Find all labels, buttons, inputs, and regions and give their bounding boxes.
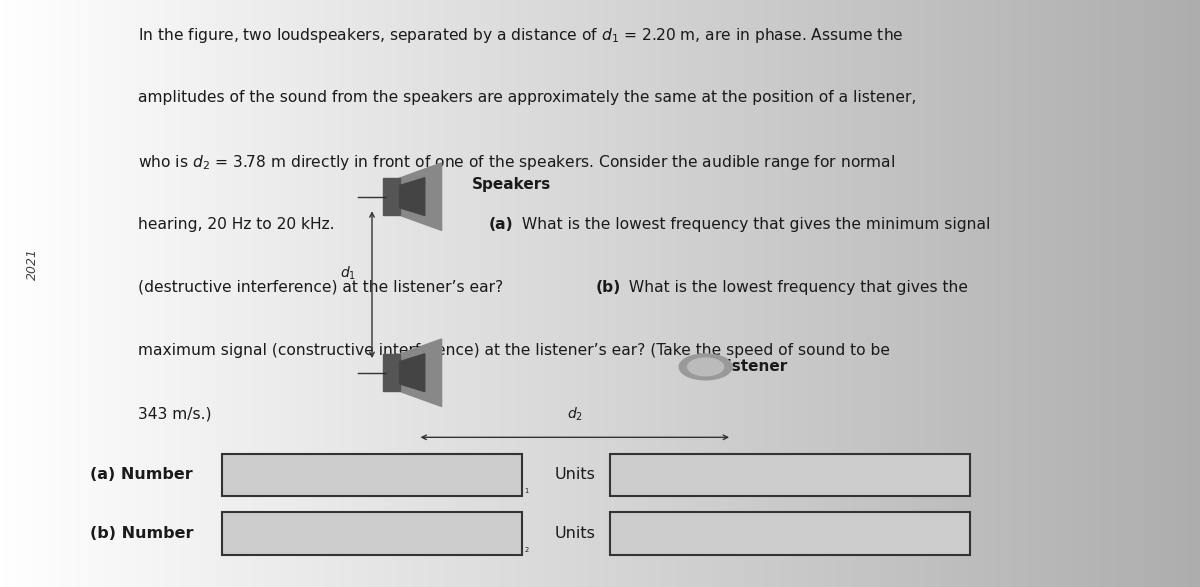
Text: maximum signal (constructive interference) at the listener’s ear? (Take the spee: maximum signal (constructive interferenc… [138, 343, 890, 359]
Bar [222, 512, 522, 555]
Text: (b) Number: (b) Number [90, 526, 193, 541]
Polygon shape [400, 339, 442, 406]
Circle shape [679, 354, 732, 380]
Text: (destructive interference) at the listener’s ear?: (destructive interference) at the listen… [138, 280, 508, 295]
Text: $_2$: $_2$ [524, 545, 530, 555]
Bar [383, 354, 400, 392]
Polygon shape [400, 178, 425, 215]
Text: Speakers: Speakers [472, 177, 551, 193]
Polygon shape [400, 354, 425, 392]
Text: $d_1$: $d_1$ [341, 264, 356, 282]
Text: $_1$: $_1$ [524, 486, 530, 496]
Text: 2021: 2021 [26, 248, 38, 280]
Text: hearing, 20 Hz to 20 kHz.: hearing, 20 Hz to 20 kHz. [138, 217, 340, 232]
Text: amplitudes of the sound from the speakers are approximately the same at the posi: amplitudes of the sound from the speaker… [138, 90, 917, 105]
Text: What is the lowest frequency that gives the minimum signal: What is the lowest frequency that gives … [517, 217, 990, 232]
Text: who is $d_2$ = 3.78 m directly in front of one of the speakers. Consider the aud: who is $d_2$ = 3.78 m directly in front … [138, 153, 895, 172]
Text: In the figure, two loudspeakers, separated by a distance of $d_1$ = 2.20 m, are : In the figure, two loudspeakers, separat… [138, 26, 904, 45]
Text: Units: Units [554, 467, 595, 483]
Bar [383, 178, 400, 215]
Bar [610, 512, 970, 555]
Text: (a) Number: (a) Number [90, 467, 193, 483]
Bar [222, 454, 522, 496]
Text: (a): (a) [488, 217, 514, 232]
Text: What is the lowest frequency that gives the: What is the lowest frequency that gives … [624, 280, 968, 295]
Text: Units: Units [554, 526, 595, 541]
Text: 343 m/s.): 343 m/s.) [138, 407, 211, 422]
Polygon shape [400, 163, 442, 230]
Circle shape [688, 358, 724, 376]
Bar [610, 454, 970, 496]
Text: (b): (b) [595, 280, 620, 295]
Text: $d_2$: $d_2$ [566, 405, 583, 423]
Text: Listener: Listener [718, 359, 788, 375]
